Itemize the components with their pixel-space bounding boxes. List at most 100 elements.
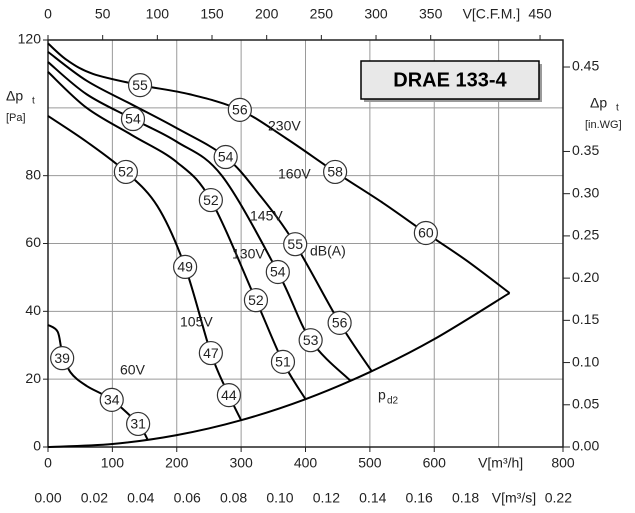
db-marker bbox=[126, 411, 151, 437]
db-label: 55 bbox=[287, 236, 303, 252]
curve-label: 145V bbox=[250, 208, 283, 224]
y2-tick-label: 0.05 bbox=[572, 395, 599, 411]
x3-tick-label: 0.08 bbox=[220, 490, 247, 506]
x-tick-label: 300 bbox=[229, 455, 253, 471]
db-label: 52 bbox=[248, 292, 264, 308]
db-marker bbox=[265, 259, 290, 285]
db-label: 54 bbox=[125, 111, 141, 127]
db-marker bbox=[99, 387, 124, 412]
db-marker bbox=[213, 144, 238, 170]
noise-unit: dB(A) bbox=[310, 243, 346, 259]
y2-tick-label: 0.25 bbox=[572, 227, 599, 243]
db-label: 53 bbox=[303, 332, 319, 348]
db-label: 31 bbox=[130, 416, 146, 432]
x-tick-label: 0 bbox=[44, 455, 52, 471]
y-tick-label: 0 bbox=[33, 438, 41, 454]
db-marker bbox=[413, 220, 438, 246]
x-tick-label: 500 bbox=[358, 455, 382, 471]
x2-tick-label: 100 bbox=[146, 6, 170, 22]
y-tick-label: 80 bbox=[25, 166, 41, 182]
chart-title: DRAE 133-4 bbox=[393, 69, 507, 91]
x2-axis-label: V[C.F.M.] bbox=[463, 6, 521, 22]
x3-tick-label: 0.12 bbox=[313, 490, 340, 506]
y-tick-label: 20 bbox=[25, 370, 41, 386]
x2-tick-label: 250 bbox=[310, 6, 334, 22]
db-marker bbox=[173, 254, 198, 280]
db-marker bbox=[127, 73, 153, 98]
x2-tick-label: 0 bbox=[44, 6, 52, 22]
title-box bbox=[360, 60, 540, 100]
y2-axis-label-unit: [in.WG] bbox=[585, 119, 622, 131]
db-marker bbox=[227, 97, 252, 122]
y-tick-label: 120 bbox=[18, 31, 42, 47]
y2-axis-label-sub: t bbox=[616, 103, 619, 114]
db-marker bbox=[298, 328, 323, 353]
x-tick-label: 600 bbox=[423, 455, 447, 471]
y-tick-label: 40 bbox=[25, 302, 41, 318]
db-label: 34 bbox=[104, 392, 120, 408]
db-marker bbox=[327, 310, 352, 335]
y2-tick-label: 0.35 bbox=[572, 142, 599, 158]
x2-tick-label: 150 bbox=[200, 6, 224, 22]
curve-label-sub: d2 bbox=[387, 396, 399, 407]
curve-label: p bbox=[378, 387, 386, 403]
x3-tick-label: 0.22 bbox=[545, 490, 572, 506]
x3-axis-label: V[m³/s] bbox=[492, 490, 536, 506]
x3-tick-label: 0.16 bbox=[406, 490, 433, 506]
db-label: 56 bbox=[232, 102, 248, 118]
y2-tick-label: 0.00 bbox=[572, 438, 599, 454]
db-label: 54 bbox=[270, 264, 286, 280]
db-label: 44 bbox=[221, 387, 237, 403]
curve-label: 160V bbox=[278, 166, 311, 182]
x3-tick-label: 0.06 bbox=[174, 490, 201, 506]
db-marker bbox=[113, 159, 138, 185]
x-axis-label: V[m³/h] bbox=[478, 455, 523, 471]
curve bbox=[47, 292, 511, 448]
y2-tick-label: 0.10 bbox=[572, 353, 599, 369]
db-label: 58 bbox=[327, 164, 343, 180]
db-label: 49 bbox=[177, 259, 193, 275]
x2-tick-label: 200 bbox=[255, 6, 279, 22]
db-marker bbox=[243, 288, 269, 313]
y2-tick-label: 0.20 bbox=[572, 269, 599, 285]
x2-tick-label: 300 bbox=[364, 6, 388, 22]
db-label: 47 bbox=[203, 345, 219, 361]
db-marker bbox=[216, 383, 241, 408]
db-marker bbox=[323, 159, 348, 185]
db-marker bbox=[283, 232, 308, 257]
curve-label: 130V bbox=[232, 246, 265, 262]
db-label: 60 bbox=[418, 225, 434, 241]
x3-tick-label: 0.18 bbox=[452, 490, 479, 506]
db-marker bbox=[198, 187, 223, 213]
y2-tick-label: 0.15 bbox=[572, 311, 599, 327]
db-label: 54 bbox=[218, 149, 234, 165]
y-axis-label-unit: [Pa] bbox=[6, 112, 26, 124]
x2-tick-label: 50 bbox=[95, 6, 111, 22]
x3-tick-label: 0.14 bbox=[359, 490, 386, 506]
x-tick-label: 400 bbox=[294, 455, 318, 471]
x-tick-label: 200 bbox=[165, 455, 189, 471]
curve-label: 105V bbox=[180, 314, 213, 330]
db-label: 55 bbox=[132, 77, 148, 93]
x-tick-label: 800 bbox=[551, 455, 575, 471]
y-axis-label: Δp bbox=[6, 88, 23, 104]
y2-tick-label: 0.30 bbox=[572, 184, 599, 200]
y-axis-label-sub: t bbox=[32, 96, 35, 107]
curve-label: 230V bbox=[268, 118, 301, 134]
y2-tick-label: 0.45 bbox=[572, 58, 599, 74]
db-label: 52 bbox=[203, 192, 219, 208]
x2-tick-label: 350 bbox=[419, 6, 443, 22]
db-marker bbox=[270, 349, 296, 374]
db-label: 52 bbox=[118, 164, 134, 180]
db-label: 56 bbox=[332, 315, 348, 331]
y2-axis-label: Δp bbox=[590, 95, 607, 111]
db-label: 51 bbox=[275, 354, 291, 370]
y-tick-label: 60 bbox=[25, 234, 41, 250]
curve-label: 60V bbox=[120, 362, 146, 378]
x2-tick-label: 450 bbox=[528, 6, 552, 22]
db-label: 39 bbox=[54, 350, 70, 366]
db-marker bbox=[50, 346, 75, 371]
x3-tick-label: 0.10 bbox=[266, 490, 293, 506]
